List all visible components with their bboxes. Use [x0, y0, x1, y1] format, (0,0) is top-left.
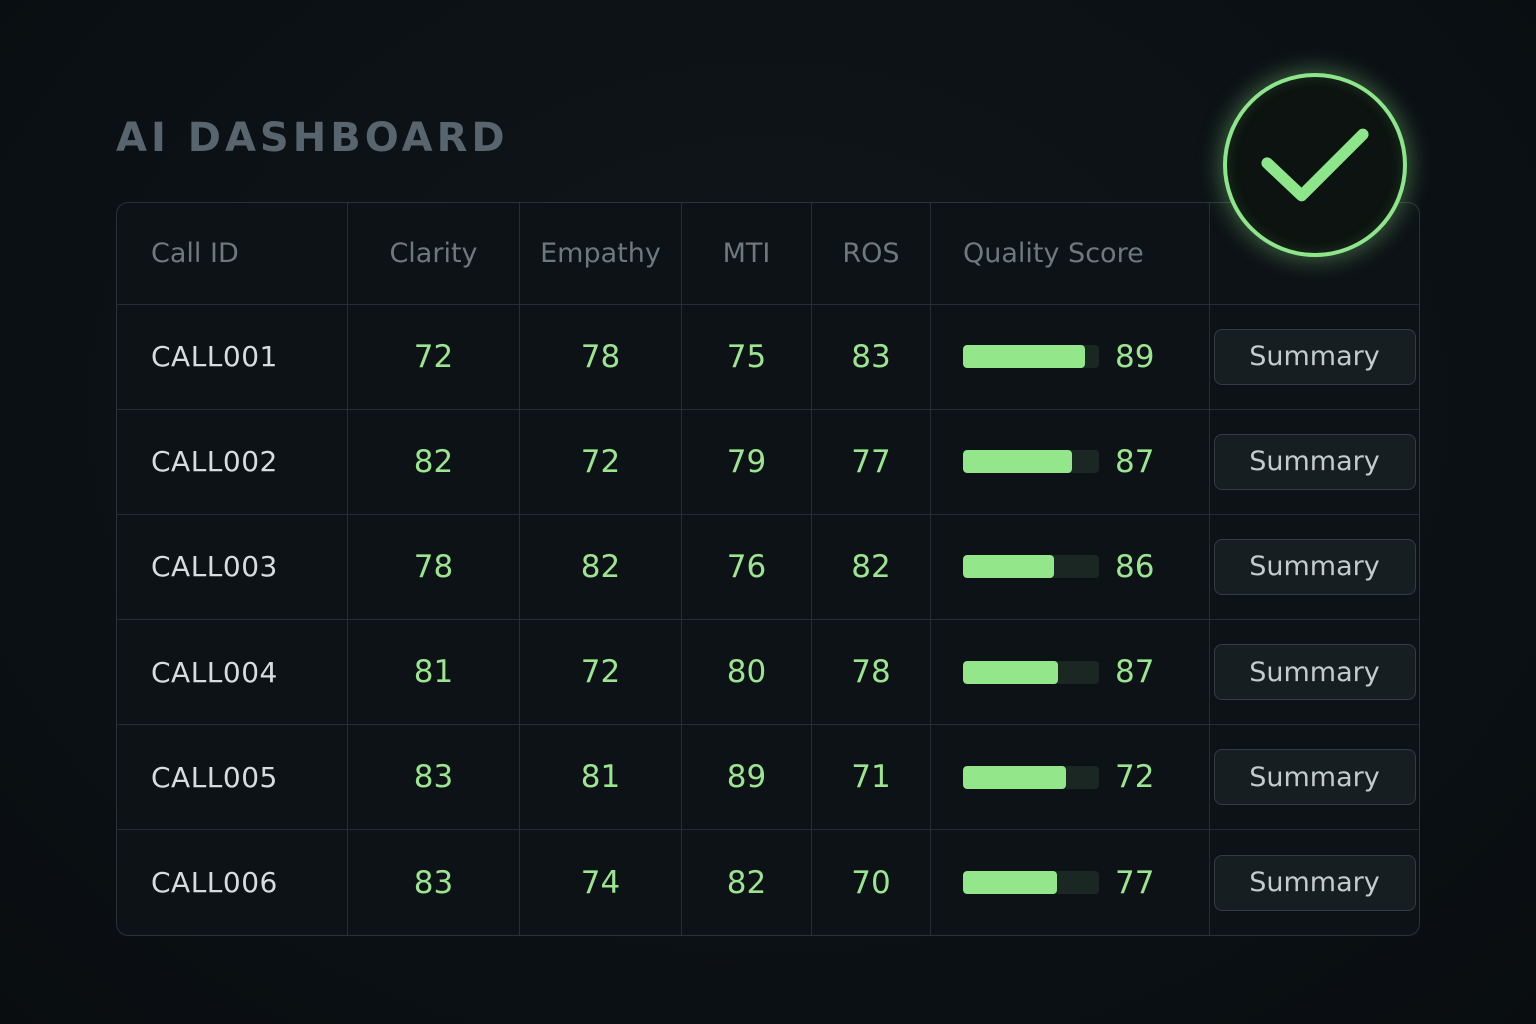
quality-score-group: 77: [963, 865, 1209, 901]
call-id-cell: CALL006: [117, 829, 348, 935]
summary-button[interactable]: Summary: [1213, 644, 1416, 701]
clarity-cell: 82: [347, 409, 520, 515]
summary-button[interactable]: Summary: [1213, 433, 1416, 490]
quality-score-value: 77: [1115, 864, 1155, 901]
empathy-cell: 82: [519, 514, 682, 620]
quality-score-cell: 77: [930, 829, 1210, 935]
table-row[interactable]: CALL001 72 78 75 83 89 Summary: [117, 304, 1419, 410]
quality-score-cell: 87: [930, 619, 1210, 726]
quality-progress-bar: [963, 555, 1099, 579]
mti-cell: 82: [681, 829, 812, 935]
quality-progress-fill: [963, 345, 1086, 369]
call-id-cell: CALL004: [117, 619, 348, 726]
column-header-mti[interactable]: MTI: [681, 203, 812, 305]
mti-cell: 76: [681, 514, 812, 620]
ros-cell: 82: [811, 514, 931, 620]
mti-cell: 79: [681, 409, 812, 515]
summary-button[interactable]: Summary: [1213, 538, 1416, 595]
quality-score-value: 87: [1115, 443, 1155, 480]
quality-score-group: 87: [963, 654, 1209, 690]
quality-score-group: 72: [963, 759, 1209, 795]
clarity-cell: 81: [347, 619, 520, 726]
table-row[interactable]: CALL004 81 72 80 78 87 Summary: [117, 619, 1419, 726]
quality-progress-fill: [963, 555, 1055, 579]
empathy-cell: 72: [519, 619, 682, 726]
quality-progress-bar: [963, 345, 1099, 369]
summary-button[interactable]: Summary: [1213, 749, 1416, 806]
ros-cell: 83: [811, 304, 931, 410]
checkmark-icon: [1261, 128, 1369, 202]
quality-progress-fill: [963, 660, 1059, 684]
quality-score-cell: 89: [930, 304, 1210, 410]
quality-score-value: 89: [1115, 338, 1155, 375]
quality-progress-fill: [963, 871, 1057, 895]
table-row[interactable]: CALL006 83 74 82 70 77 Summary: [117, 829, 1420, 935]
action-cell: Summary: [1209, 724, 1419, 831]
action-cell: Summary: [1209, 409, 1419, 515]
summary-button[interactable]: Summary: [1213, 854, 1416, 911]
quality-score-value: 72: [1115, 759, 1155, 796]
quality-progress-bar: [963, 660, 1099, 684]
call-id-cell: CALL005: [117, 724, 348, 831]
table-row[interactable]: CALL005 83 81 89 71 72 Summary: [117, 724, 1419, 831]
action-cell: Summary: [1209, 619, 1419, 726]
success-check-badge: [1223, 73, 1407, 257]
column-header-ros[interactable]: ROS: [811, 203, 931, 305]
quality-progress-fill: [963, 765, 1067, 789]
empathy-cell: 81: [519, 724, 682, 831]
clarity-cell: 83: [347, 829, 520, 935]
empathy-cell: 72: [519, 409, 682, 515]
quality-progress-bar: [963, 765, 1099, 789]
summary-button[interactable]: Summary: [1213, 328, 1416, 385]
table-header-row: Call ID Clarity Empathy MTI ROS Quality …: [117, 203, 1419, 305]
ros-cell: 78: [811, 619, 931, 726]
column-header-quality-score[interactable]: Quality Score: [930, 203, 1210, 305]
page-title: AI DASHBOARD: [116, 115, 509, 161]
quality-score-cell: 72: [930, 724, 1210, 831]
calls-table: Call ID Clarity Empathy MTI ROS Quality …: [117, 203, 1419, 935]
quality-score-group: 86: [963, 549, 1209, 585]
quality-score-value: 86: [1115, 548, 1155, 585]
calls-table-card: Call ID Clarity Empathy MTI ROS Quality …: [116, 202, 1420, 936]
action-cell: Summary: [1210, 830, 1420, 935]
clarity-cell: 83: [347, 724, 520, 831]
clarity-cell: 72: [347, 304, 520, 410]
quality-score-cell: 86: [930, 514, 1210, 620]
mti-cell: 75: [681, 304, 812, 410]
quality-progress-fill: [963, 450, 1072, 474]
ros-cell: 77: [811, 409, 931, 515]
column-header-empathy[interactable]: Empathy: [519, 203, 682, 305]
empathy-cell: 74: [519, 829, 682, 935]
column-header-call-id[interactable]: Call ID: [117, 203, 348, 305]
action-cell: Summary: [1209, 304, 1419, 410]
ros-cell: 71: [811, 724, 931, 831]
mti-cell: 89: [681, 724, 812, 831]
table-row[interactable]: CALL003 78 82 76 82 86 Summary: [117, 514, 1419, 620]
call-id-cell: CALL001: [117, 304, 348, 410]
ros-cell: 70: [811, 829, 931, 935]
quality-score-group: 87: [963, 444, 1209, 480]
empathy-cell: 78: [519, 304, 682, 410]
clarity-cell: 78: [347, 514, 520, 620]
quality-progress-bar: [963, 871, 1099, 895]
action-cell: Summary: [1209, 514, 1419, 620]
quality-score-value: 87: [1115, 654, 1155, 691]
call-id-cell: CALL002: [117, 409, 348, 515]
quality-progress-bar: [963, 450, 1099, 474]
call-id-cell: CALL003: [117, 514, 348, 620]
quality-score-cell: 87: [930, 409, 1210, 515]
table-row[interactable]: CALL002 82 72 79 77 87 Summary: [117, 409, 1419, 515]
quality-score-group: 89: [963, 339, 1209, 375]
column-header-clarity[interactable]: Clarity: [347, 203, 520, 305]
mti-cell: 80: [681, 619, 812, 726]
